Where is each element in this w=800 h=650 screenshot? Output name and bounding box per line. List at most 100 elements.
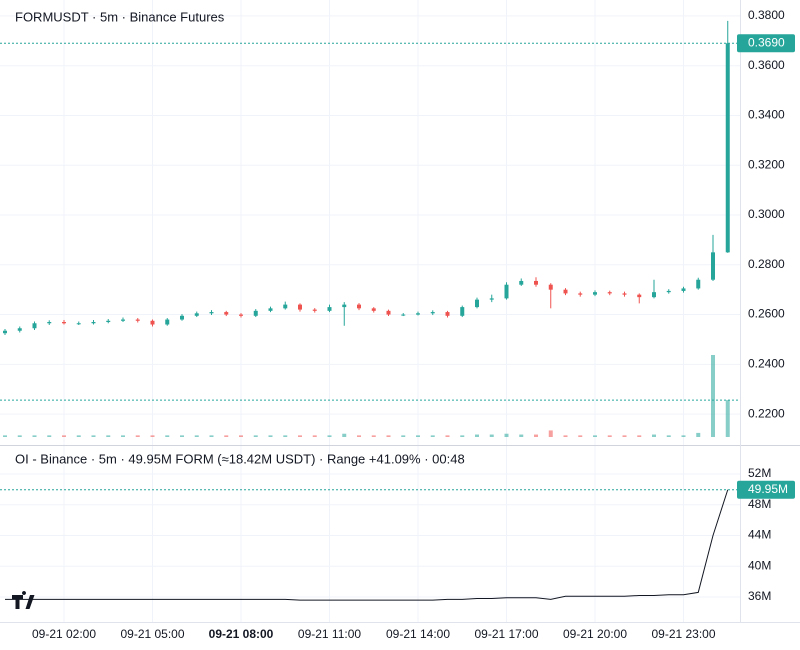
candle-body	[711, 252, 715, 280]
candle-body	[180, 315, 184, 320]
volume-bar	[371, 435, 376, 437]
candle-body	[386, 310, 391, 315]
volume-bar	[268, 435, 273, 437]
y-tick-label: 44M	[748, 528, 771, 542]
volume-bar	[711, 355, 715, 437]
candle-body	[224, 312, 229, 315]
x-tick-label: 09-21 17:00	[474, 627, 538, 641]
y-tick-label: 52M	[748, 466, 771, 480]
volume-bar	[342, 433, 347, 437]
volume-bar	[135, 435, 140, 437]
volume-bar	[253, 435, 258, 437]
candle-body	[563, 289, 568, 294]
y-tick-label: 0.2200	[748, 406, 785, 420]
last-value-label: 49.95M	[748, 482, 788, 496]
volume-bar	[622, 435, 627, 437]
volume-bar	[504, 433, 509, 437]
candle-body	[666, 290, 671, 293]
volume-bar	[401, 435, 406, 437]
volume-bar	[312, 435, 317, 437]
candle-body	[76, 323, 81, 325]
volume-bar	[666, 435, 671, 437]
volume-bar	[17, 435, 22, 437]
x-tick-label: 09-21 14:00	[386, 627, 450, 641]
grid	[0, 0, 740, 622]
tv-logo	[12, 591, 35, 609]
candle-body	[150, 320, 155, 325]
volume-bar	[47, 435, 52, 437]
candle-body	[165, 319, 170, 325]
candle-body	[548, 284, 553, 290]
y-tick-label: 40M	[748, 558, 771, 572]
x-tick-label: 09-21 08:00	[209, 627, 274, 641]
y-tick-label: 36M	[748, 589, 771, 603]
volume-bar	[194, 435, 199, 437]
candle-body	[3, 330, 7, 334]
candle-body	[519, 280, 524, 285]
volume-bar	[3, 435, 7, 437]
candle-body	[445, 312, 450, 316]
volume-bar	[298, 435, 302, 437]
volume-bar	[563, 435, 568, 437]
candle-body	[504, 284, 509, 299]
volume-bar	[76, 435, 81, 437]
candle-body	[47, 322, 52, 324]
volume-bar	[121, 435, 125, 437]
candle-body	[578, 293, 583, 295]
candle-body	[489, 298, 494, 300]
candle-body	[239, 314, 243, 316]
candle-body	[121, 319, 125, 321]
x-tick-label: 09-21 11:00	[298, 627, 361, 641]
marks	[0, 20, 740, 601]
x-tick-label: 09-21 23:00	[651, 627, 715, 641]
volume-bar	[430, 435, 435, 437]
volume-bar	[386, 435, 391, 437]
candle-body	[298, 304, 302, 310]
candle-body	[460, 307, 465, 316]
candle-body	[607, 292, 612, 294]
candle-body	[62, 322, 66, 324]
volume-bar	[357, 435, 361, 437]
last-value-box	[737, 480, 795, 499]
candle-body	[371, 308, 376, 311]
volume-bar	[445, 435, 450, 437]
candle-body	[342, 304, 347, 308]
candle-body	[416, 313, 420, 315]
candle-body	[283, 304, 288, 309]
candle-body	[534, 280, 538, 285]
candle-body	[475, 299, 479, 308]
candle-body	[17, 328, 22, 331]
y-tick-label: 48M	[748, 497, 771, 511]
candle-body	[593, 292, 597, 295]
volume-bar	[180, 435, 184, 437]
volume-bar	[652, 434, 656, 437]
candle-body	[725, 43, 730, 253]
volume-bar	[534, 434, 538, 437]
candle-body	[32, 323, 37, 329]
x-tick-label: 09-21 05:00	[120, 627, 184, 641]
y-tick-label: 0.3000	[748, 207, 785, 221]
volume-bar	[239, 435, 243, 437]
candle-body	[268, 308, 273, 311]
volume-bar	[224, 435, 229, 437]
volume-bar	[106, 435, 111, 437]
volume-bar	[32, 435, 37, 437]
volume-bar	[283, 435, 288, 437]
y-tick-label: 0.3600	[748, 58, 785, 72]
candle-body	[135, 319, 140, 321]
volume-bar	[725, 400, 730, 437]
y-tick-label: 0.3400	[748, 108, 785, 122]
volume-bar	[548, 430, 553, 437]
x-tick-label: 09-21 02:00	[32, 627, 96, 641]
candle-body	[401, 314, 406, 316]
last-value-box	[737, 34, 795, 53]
volume-bar	[165, 435, 170, 437]
candle-body	[357, 304, 361, 309]
candle-body	[194, 313, 199, 316]
candle-body	[91, 322, 96, 324]
volume-bar	[460, 435, 465, 437]
volume-bar	[578, 435, 583, 437]
